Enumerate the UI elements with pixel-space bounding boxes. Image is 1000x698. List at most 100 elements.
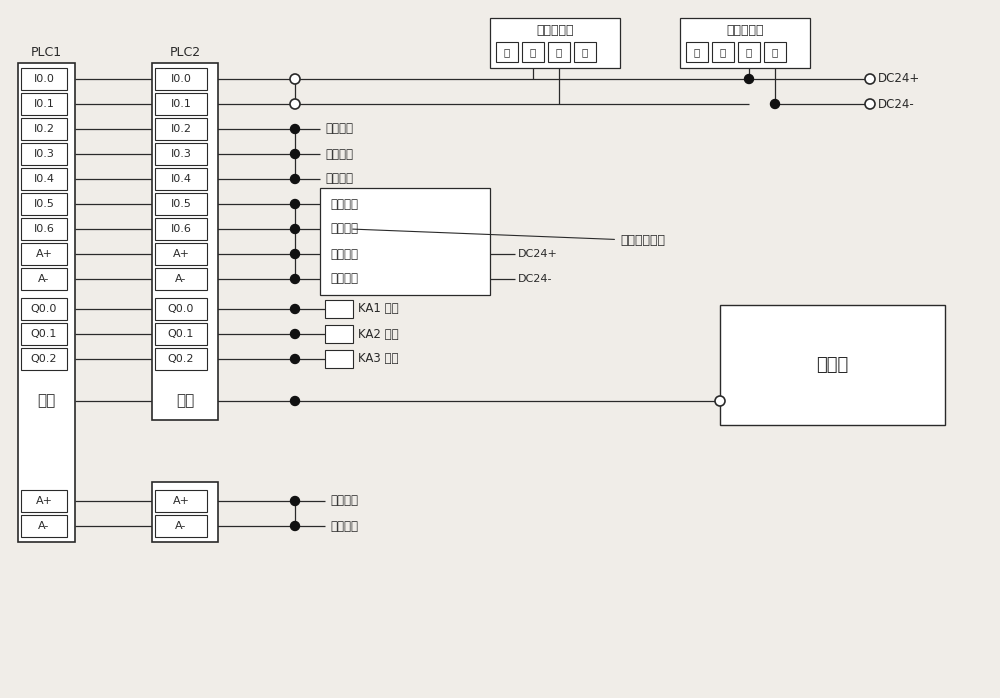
Text: 模拟给定: 模拟给定: [330, 248, 358, 260]
Bar: [680, 18, 810, 68]
Bar: [155, 93, 207, 115]
Circle shape: [290, 249, 300, 258]
Text: DC24-: DC24-: [878, 98, 915, 110]
Text: I0.2: I0.2: [34, 124, 54, 134]
Text: A-: A-: [175, 274, 187, 284]
Text: I0.6: I0.6: [171, 224, 191, 234]
Bar: [764, 42, 786, 62]
Circle shape: [290, 124, 300, 133]
Text: PLC2: PLC2: [169, 47, 201, 59]
Text: Q0.0: Q0.0: [31, 304, 57, 314]
Bar: [21, 298, 67, 320]
Text: 通讯: 通讯: [37, 394, 56, 408]
Circle shape: [290, 304, 300, 313]
Circle shape: [290, 274, 300, 283]
Text: A+: A+: [173, 249, 190, 259]
Bar: [21, 68, 67, 90]
Text: 运行检测: 运行检测: [325, 147, 353, 161]
Text: Q0.1: Q0.1: [31, 329, 57, 339]
Text: 白: 白: [720, 47, 726, 57]
Bar: [155, 490, 207, 512]
Bar: [155, 193, 207, 215]
Bar: [21, 168, 67, 190]
Bar: [155, 243, 207, 265]
Text: 第二编码器: 第二编码器: [726, 24, 764, 36]
Bar: [21, 218, 67, 240]
Text: I0.0: I0.0: [34, 74, 54, 84]
Text: 速度给定: 速度给定: [330, 519, 358, 533]
Text: I0.6: I0.6: [34, 224, 54, 234]
Text: KA3 复位: KA3 复位: [358, 352, 398, 366]
Circle shape: [290, 329, 300, 339]
Bar: [738, 42, 760, 62]
Text: I0.3: I0.3: [171, 149, 191, 159]
Bar: [155, 218, 207, 240]
Bar: [18, 63, 75, 542]
Text: 棕: 棕: [582, 47, 588, 57]
Bar: [155, 168, 207, 190]
Bar: [21, 93, 67, 115]
Text: 主令下降: 主令下降: [330, 223, 358, 235]
Bar: [490, 18, 620, 68]
Bar: [155, 118, 207, 140]
Bar: [155, 298, 207, 320]
Text: 黑: 黑: [504, 47, 510, 57]
Bar: [21, 118, 67, 140]
Circle shape: [290, 149, 300, 158]
Text: 通讯: 通讯: [176, 394, 194, 408]
Circle shape: [290, 200, 300, 209]
Text: 蓝: 蓝: [556, 47, 562, 57]
Bar: [320, 188, 490, 295]
Text: I0.4: I0.4: [170, 174, 192, 184]
Bar: [712, 42, 734, 62]
Text: 第一编码器: 第一编码器: [536, 24, 574, 36]
Circle shape: [770, 100, 780, 108]
Text: PLC1: PLC1: [31, 47, 62, 59]
Text: 黑: 黑: [694, 47, 700, 57]
Text: 白: 白: [530, 47, 536, 57]
Text: KA1 提升: KA1 提升: [358, 302, 399, 315]
Text: A-: A-: [38, 521, 50, 531]
Text: A+: A+: [36, 496, 52, 506]
Bar: [152, 482, 218, 542]
Text: 蓝: 蓝: [746, 47, 752, 57]
Text: Q0.2: Q0.2: [31, 354, 57, 364]
Bar: [686, 42, 708, 62]
Circle shape: [290, 396, 300, 406]
Text: Q0.1: Q0.1: [168, 329, 194, 339]
Bar: [155, 515, 207, 537]
Text: I0.0: I0.0: [171, 74, 191, 84]
Circle shape: [290, 496, 300, 505]
Text: 安全回路: 安全回路: [325, 123, 353, 135]
Bar: [21, 323, 67, 345]
Text: A-: A-: [38, 274, 50, 284]
Text: I0.4: I0.4: [34, 174, 54, 184]
Bar: [21, 515, 67, 537]
Circle shape: [290, 225, 300, 234]
Bar: [155, 68, 207, 90]
Bar: [720, 305, 945, 425]
Circle shape: [744, 75, 754, 84]
Text: 棕: 棕: [772, 47, 778, 57]
Text: Q0.2: Q0.2: [168, 354, 194, 364]
Bar: [21, 193, 67, 215]
Bar: [21, 143, 67, 165]
Bar: [155, 143, 207, 165]
Text: I0.2: I0.2: [170, 124, 192, 134]
Bar: [325, 350, 353, 368]
Text: A+: A+: [173, 496, 190, 506]
Text: DC24+: DC24+: [878, 73, 920, 85]
Bar: [21, 243, 67, 265]
Text: DC24-: DC24-: [518, 274, 552, 284]
Text: 主令提升: 主令提升: [330, 198, 358, 211]
Bar: [496, 42, 518, 62]
Text: I0.3: I0.3: [34, 149, 54, 159]
Circle shape: [865, 74, 875, 84]
Circle shape: [290, 174, 300, 184]
Circle shape: [290, 74, 300, 84]
Text: KA2 下降: KA2 下降: [358, 327, 399, 341]
Circle shape: [290, 99, 300, 109]
Text: I0.1: I0.1: [171, 99, 191, 109]
Bar: [522, 42, 544, 62]
Circle shape: [290, 521, 300, 530]
